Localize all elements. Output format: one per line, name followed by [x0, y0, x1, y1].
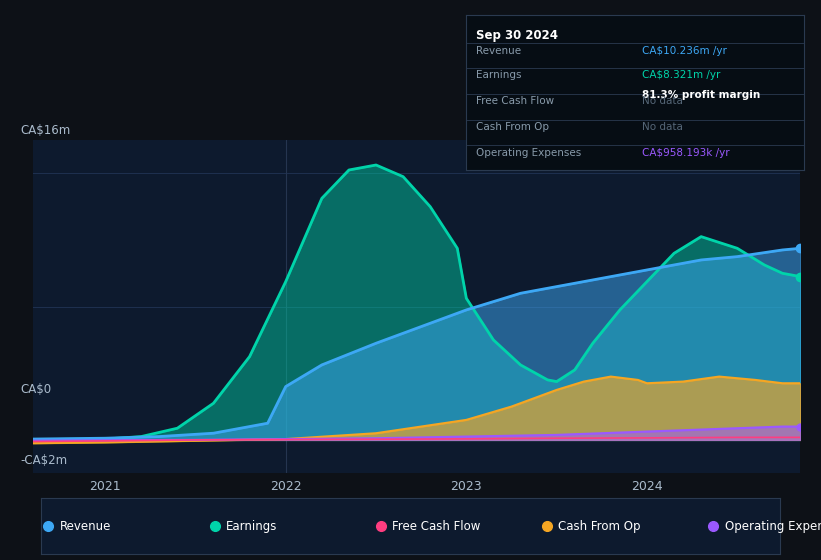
- Text: Revenue: Revenue: [476, 46, 521, 55]
- Text: No data: No data: [642, 96, 682, 106]
- Text: Operating Expenses: Operating Expenses: [476, 148, 581, 158]
- Text: Operating Expenses: Operating Expenses: [724, 520, 821, 533]
- Text: CA$958.193k /yr: CA$958.193k /yr: [642, 148, 729, 158]
- Text: CA$10.236m /yr: CA$10.236m /yr: [642, 46, 727, 55]
- Text: CA$8.321m /yr: CA$8.321m /yr: [642, 69, 720, 80]
- Text: No data: No data: [642, 122, 682, 132]
- Text: Cash From Op: Cash From Op: [558, 520, 640, 533]
- Text: CA$16m: CA$16m: [21, 124, 71, 137]
- Text: Earnings: Earnings: [226, 520, 277, 533]
- Text: Free Cash Flow: Free Cash Flow: [392, 520, 480, 533]
- Text: -CA$2m: -CA$2m: [21, 454, 67, 467]
- Text: Revenue: Revenue: [60, 520, 111, 533]
- Text: 81.3% profit margin: 81.3% profit margin: [642, 90, 760, 100]
- Text: Free Cash Flow: Free Cash Flow: [476, 96, 554, 106]
- Text: Sep 30 2024: Sep 30 2024: [476, 29, 558, 42]
- Text: CA$0: CA$0: [21, 382, 52, 396]
- Text: Cash From Op: Cash From Op: [476, 122, 549, 132]
- Text: Earnings: Earnings: [476, 69, 521, 80]
